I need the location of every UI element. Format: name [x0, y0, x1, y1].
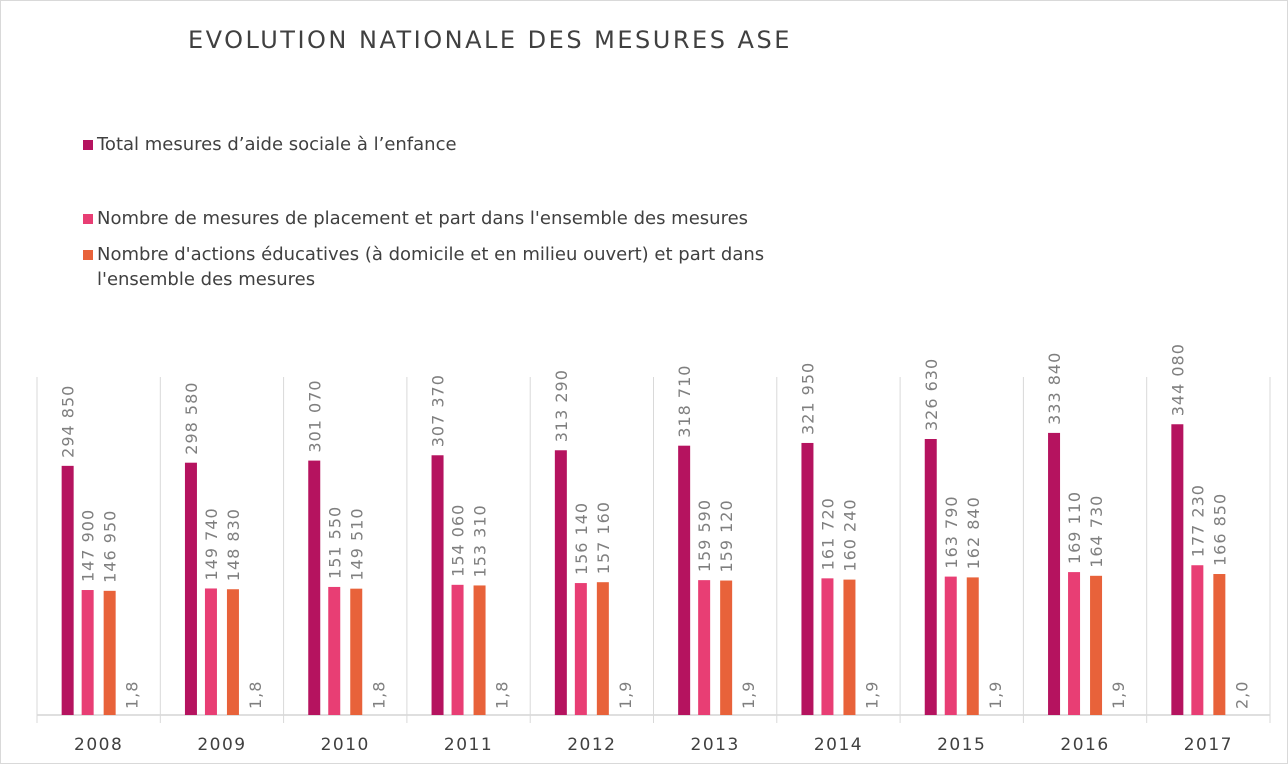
data-label: 298 580 [182, 382, 201, 455]
data-label: 1,9 [739, 681, 758, 709]
data-label: 146 950 [101, 510, 120, 583]
legend-swatch [83, 140, 93, 150]
data-label: 301 070 [305, 379, 324, 452]
bar [451, 584, 464, 715]
bar [966, 577, 979, 715]
legend-item: Total mesures d’aide sociale à l’enfance [83, 132, 457, 157]
legend-item: Nombre d'actions éducatives (à domicile … [83, 242, 843, 292]
bar [574, 583, 587, 715]
data-label: 159 120 [717, 499, 736, 572]
data-label: 166 850 [1210, 493, 1229, 566]
data-label: 159 590 [695, 499, 714, 572]
data-label: 344 080 [1168, 343, 1187, 416]
x-tick-label: 2011 [444, 735, 493, 755]
data-label: 1,8 [493, 681, 512, 709]
data-label: 321 950 [798, 362, 817, 435]
data-label: 313 290 [552, 369, 571, 442]
data-label: 177 230 [1188, 484, 1207, 557]
bar [821, 578, 834, 715]
data-label: 160 240 [840, 498, 859, 571]
bar [226, 589, 239, 715]
bar [1068, 572, 1081, 715]
bar [473, 585, 486, 715]
bar [61, 465, 74, 715]
data-label: 156 140 [572, 502, 591, 575]
data-label: 318 710 [675, 365, 694, 438]
data-label: 1,8 [123, 681, 142, 709]
data-label: 164 730 [1087, 495, 1106, 568]
data-label: 1,9 [616, 681, 635, 709]
bar [678, 445, 691, 715]
data-label: 326 630 [922, 358, 941, 431]
x-tick-label: 2015 [937, 735, 986, 755]
data-label: 1,9 [862, 681, 881, 709]
data-label: 163 790 [942, 495, 961, 568]
x-tick-label: 2013 [691, 735, 740, 755]
x-tick-label: 2012 [567, 735, 616, 755]
legend-label: Nombre d'actions éducatives (à domicile … [97, 244, 765, 290]
data-label: 1,8 [369, 681, 388, 709]
x-tick-label: 2009 [197, 735, 246, 755]
bar [843, 579, 856, 715]
data-label: 162 840 [964, 496, 983, 569]
x-tick-label: 2016 [1060, 735, 1109, 755]
bar [1171, 424, 1184, 715]
bar [184, 462, 197, 715]
chart-title: EVOLUTION NATIONALE DES MESURES ASE [188, 26, 792, 54]
legend-swatch [83, 250, 93, 260]
data-label: 307 370 [429, 374, 448, 447]
data-label: 153 310 [471, 504, 490, 577]
bar [103, 590, 116, 715]
data-label: 1,8 [246, 681, 265, 709]
data-label: 2,0 [1232, 681, 1251, 709]
data-label: 169 110 [1065, 491, 1084, 564]
data-label: 333 840 [1045, 352, 1064, 425]
data-label: 161 720 [818, 497, 837, 570]
legend-swatch [83, 214, 93, 224]
bar [1090, 575, 1103, 715]
bar [81, 590, 94, 715]
legend-item: Nombre de mesures de placement et part d… [83, 206, 748, 231]
bar [944, 576, 957, 715]
bar [924, 438, 937, 715]
bar [1213, 574, 1226, 715]
legend-label: Total mesures d’aide sociale à l’enfance [97, 134, 457, 155]
bar [698, 580, 711, 715]
bar [350, 588, 363, 715]
data-label: 157 160 [594, 501, 613, 574]
data-label: 149 740 [202, 507, 221, 580]
x-tick-label: 2017 [1184, 735, 1233, 755]
data-label: 147 900 [79, 509, 98, 582]
bar [554, 450, 567, 715]
data-label: 1,9 [986, 681, 1005, 709]
bar [204, 588, 217, 715]
data-label: 148 830 [224, 508, 243, 581]
bar [1048, 432, 1061, 715]
data-label: 294 850 [59, 385, 78, 458]
data-label: 151 550 [325, 506, 344, 579]
bar [720, 580, 733, 715]
bar [431, 455, 444, 715]
data-label: 1,9 [1109, 681, 1128, 709]
x-tick-label: 2014 [814, 735, 863, 755]
bar [308, 460, 321, 715]
legend-label: Nombre de mesures de placement et part d… [97, 208, 749, 229]
bar [1191, 565, 1204, 715]
bar [596, 582, 609, 715]
bar [328, 586, 341, 715]
x-tick-label: 2010 [321, 735, 370, 755]
x-tick-label: 2008 [74, 735, 123, 755]
bar [801, 442, 814, 715]
data-label: 149 510 [347, 507, 366, 580]
data-label: 154 060 [449, 504, 468, 577]
